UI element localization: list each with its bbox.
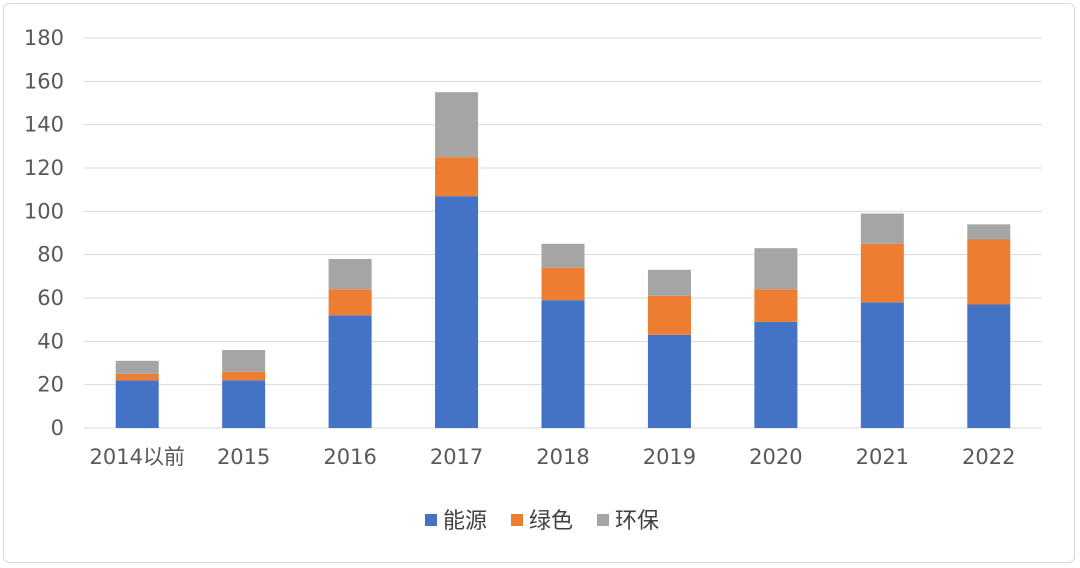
bar-green [222, 371, 266, 381]
bar-green [967, 239, 1011, 305]
bar-environment [115, 360, 159, 374]
x-tick-label: 2015 [217, 445, 270, 469]
legend-label: 环保 [615, 509, 659, 534]
legend-label: 能源 [443, 509, 487, 534]
bar-green [754, 289, 798, 322]
y-tick-label: 160 [24, 69, 64, 93]
y-tick-label: 100 [24, 199, 64, 223]
legend-swatch [597, 514, 609, 526]
bar-green [541, 267, 585, 301]
x-tick-label: 2020 [749, 445, 802, 469]
bar-green [860, 243, 904, 303]
x-tick-label: 2021 [856, 445, 909, 469]
x-tick-label: 2018 [536, 445, 589, 469]
y-tick-label: 0 [51, 416, 64, 440]
bar-energy [222, 380, 266, 428]
bar-energy [860, 302, 904, 428]
bar-environment [328, 259, 372, 290]
bar-green [328, 289, 372, 316]
y-tick-label: 120 [24, 156, 64, 180]
bar-energy [328, 315, 372, 428]
x-tick-label: 2014以前 [89, 445, 184, 469]
bar-environment [541, 243, 585, 268]
bar-environment [435, 92, 479, 158]
y-tick-label: 80 [37, 243, 64, 267]
bar-energy [967, 304, 1011, 428]
bar-energy [647, 334, 691, 428]
x-tick-label: 2022 [962, 445, 1015, 469]
legend-swatch [511, 514, 523, 526]
bar-environment [967, 224, 1011, 240]
legend-swatch [425, 514, 437, 526]
y-tick-label: 20 [37, 373, 64, 397]
x-tick-label: 2017 [430, 445, 483, 469]
y-tick-label: 140 [24, 113, 64, 137]
bar-green [647, 295, 691, 335]
bar-energy [754, 321, 798, 428]
y-tick-label: 180 [24, 26, 64, 50]
x-tick-label: 2016 [323, 445, 376, 469]
bar-energy [115, 380, 159, 428]
bar-energy [541, 300, 585, 428]
bar-energy [435, 196, 479, 428]
y-tick-label: 60 [37, 286, 64, 310]
y-tick-label: 40 [37, 329, 64, 353]
bar-environment [754, 248, 798, 290]
bar-green [115, 373, 159, 381]
bar-green [435, 157, 479, 197]
bar-environment [647, 269, 691, 296]
bar-environment [860, 213, 904, 244]
legend-label: 绿色 [529, 509, 573, 534]
bar-environment [222, 350, 266, 372]
x-tick-label: 2019 [643, 445, 696, 469]
